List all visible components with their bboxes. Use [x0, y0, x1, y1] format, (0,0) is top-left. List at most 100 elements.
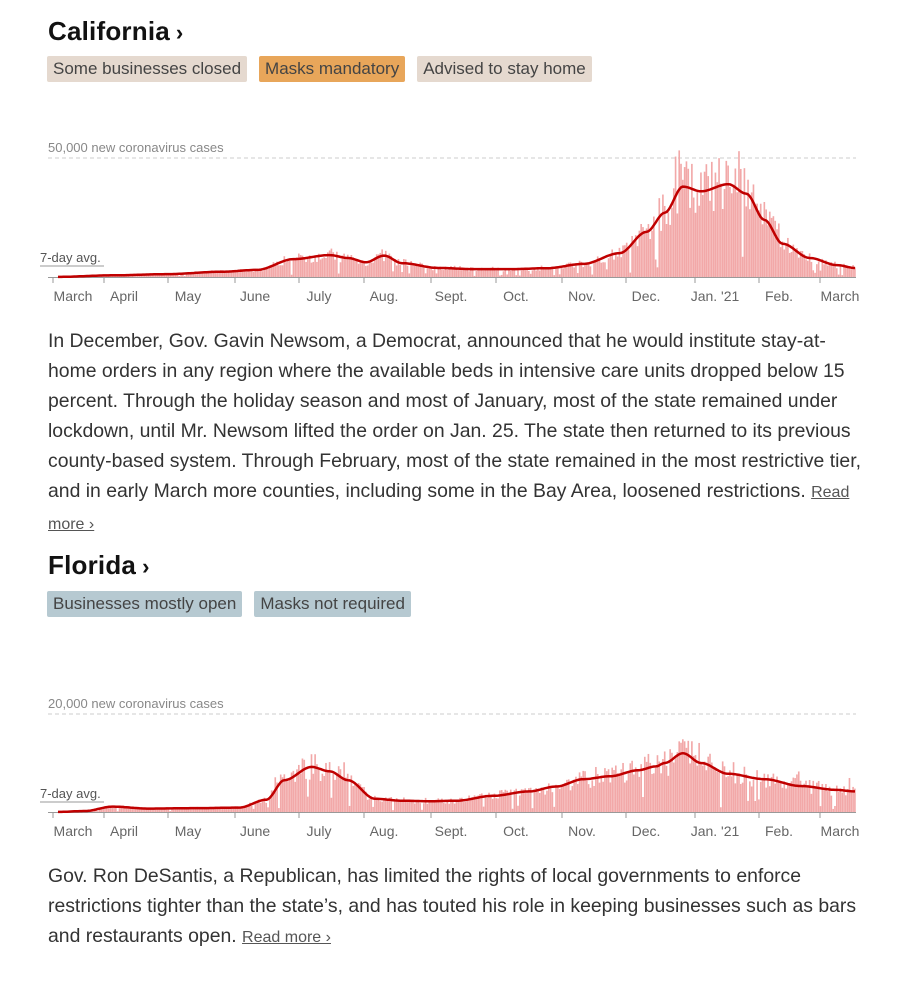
daily-bar — [334, 779, 336, 812]
daily-bar — [616, 256, 619, 277]
daily-bar — [111, 807, 114, 812]
daily-bar — [528, 788, 530, 812]
daily-bar — [325, 258, 327, 277]
daily-bar — [167, 809, 170, 812]
daily-bar — [749, 781, 751, 812]
state-title-florida[interactable]: Florida › — [48, 550, 150, 581]
daily-bar — [622, 245, 624, 277]
cases-chart-california: 50,000 new coronavirus cases 7-day avg. Ma… — [40, 140, 860, 304]
daily-bar — [147, 808, 150, 812]
daily-bar — [517, 268, 519, 277]
daily-bar — [854, 788, 856, 812]
daily-bar — [424, 797, 427, 812]
daily-bar — [285, 781, 287, 812]
daily-bar — [529, 787, 532, 812]
daily-bar — [627, 249, 630, 277]
daily-bar — [774, 783, 777, 812]
read-more-link[interactable]: Read more › — [48, 484, 850, 533]
daily-bar — [218, 808, 220, 812]
daily-bar — [547, 783, 550, 812]
daily-bar — [290, 274, 293, 277]
daily-bar — [589, 787, 592, 812]
daily-bar — [441, 269, 443, 277]
daily-bar — [732, 762, 735, 812]
daily-bar — [352, 257, 354, 277]
daily-bar — [714, 172, 717, 277]
daily-bar — [692, 755, 695, 812]
daily-bar — [560, 266, 563, 277]
read-more-link[interactable]: Read more › — [242, 929, 331, 946]
daily-bar — [821, 258, 824, 277]
seven-day-average-line — [58, 182, 856, 279]
daily-bar — [290, 772, 293, 812]
daily-bar — [647, 753, 650, 812]
daily-bar — [323, 775, 325, 812]
daily-bar — [343, 762, 345, 812]
daily-bar — [466, 800, 469, 812]
state-title-california[interactable]: California › — [48, 16, 183, 47]
daily-bar — [316, 764, 318, 812]
state-name: Florida — [48, 550, 137, 580]
daily-bar — [850, 792, 853, 812]
x-tick-label: Aug. — [370, 288, 399, 304]
daily-bar — [649, 762, 652, 812]
daily-bar — [426, 268, 429, 277]
daily-bar — [263, 797, 266, 812]
daily-bar — [698, 742, 700, 812]
daily-bar — [430, 268, 432, 277]
daily-bar — [359, 784, 362, 812]
daily-bar — [174, 274, 177, 277]
daily-bar — [422, 803, 425, 812]
daily-bar — [272, 790, 275, 812]
daily-bar — [384, 250, 387, 277]
daily-bar — [694, 755, 697, 812]
x-tick-label: Aug. — [370, 823, 399, 839]
daily-bar — [808, 253, 811, 277]
daily-bar — [189, 271, 191, 277]
daily-bar — [488, 269, 490, 277]
daily-bar — [682, 739, 684, 812]
daily-bar — [412, 263, 414, 277]
daily-bar — [357, 263, 360, 277]
daily-bar — [107, 807, 110, 812]
daily-bar — [240, 806, 242, 812]
x-tick-label: May — [175, 288, 201, 304]
daily-bar — [495, 270, 498, 277]
daily-bar — [511, 808, 514, 812]
daily-bar — [739, 783, 742, 812]
daily-bar — [408, 800, 411, 812]
daily-bar — [283, 774, 286, 812]
daily-bar — [319, 780, 322, 812]
daily-bar — [274, 777, 277, 812]
avg-label: 7-day avg. — [40, 250, 101, 265]
daily-bar — [256, 801, 258, 812]
daily-bar — [816, 782, 818, 812]
daily-bar — [741, 782, 744, 812]
daily-bar — [307, 259, 309, 277]
daily-bar — [321, 773, 324, 812]
x-tick-label: March — [821, 288, 860, 304]
daily-bar — [314, 754, 316, 812]
x-tick-label: Jan. '21 — [691, 288, 740, 304]
daily-bar — [576, 273, 579, 277]
restriction-tags: Some businesses closed Masks mandatory A… — [47, 56, 592, 82]
daily-bar — [653, 773, 655, 812]
daily-bar — [207, 807, 210, 812]
daily-bar — [337, 273, 340, 277]
daily-bar — [687, 740, 690, 812]
x-tick-label: June — [240, 823, 271, 839]
daily-bar — [604, 768, 606, 812]
daily-bar — [350, 255, 353, 277]
daily-bar — [531, 270, 534, 277]
daily-bar — [245, 271, 248, 277]
daily-bar — [470, 799, 472, 812]
daily-bar — [375, 254, 378, 277]
daily-bar — [508, 268, 510, 277]
daily-bar — [379, 801, 382, 812]
daily-bar — [205, 273, 208, 277]
daily-bar — [843, 786, 845, 812]
daily-bar — [642, 227, 644, 277]
daily-bar — [716, 182, 719, 277]
daily-bar — [292, 770, 295, 812]
daily-bar — [660, 230, 662, 277]
